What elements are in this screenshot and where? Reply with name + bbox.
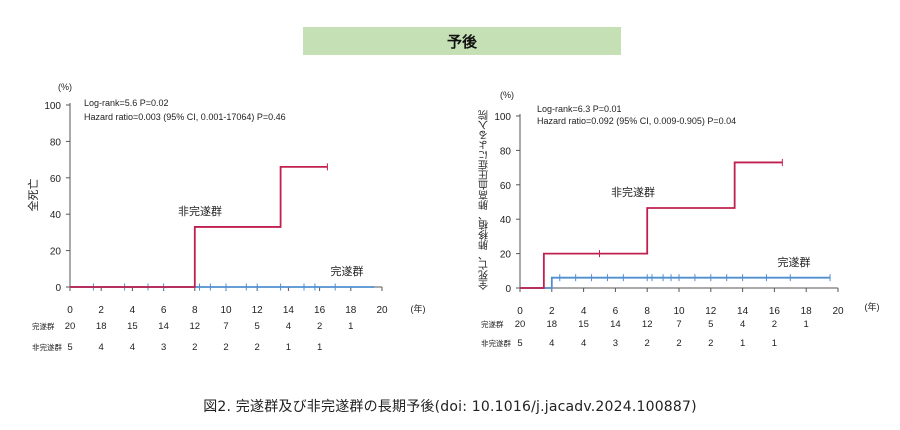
x-unit-label: (年) <box>411 303 426 314</box>
risk-value: 1 <box>317 342 322 353</box>
risk-value: 2 <box>192 342 197 353</box>
y-tick-label: 60 <box>500 181 512 192</box>
risk-value: 3 <box>613 338 618 349</box>
risk-value: 4 <box>286 321 291 332</box>
risk-value: 4 <box>740 319 745 330</box>
series-label: 非完遂群 <box>178 204 222 218</box>
stat-annotation: Hazard ratio=0.003 (95% CI, 0.001-17064)… <box>84 112 286 122</box>
risk-value: 1 <box>286 342 291 353</box>
x-tick-label: 10 <box>673 306 685 317</box>
x-tick-label: 20 <box>376 305 388 316</box>
stat-annotation: Log-rank=6.3 P=0.01 <box>537 104 622 114</box>
risk-value: 14 <box>158 321 169 332</box>
x-tick-label: 6 <box>161 305 167 316</box>
series-line <box>70 165 328 288</box>
risk-value: 7 <box>676 319 681 330</box>
risk-value: 1 <box>772 338 777 349</box>
x-tick-label: 10 <box>220 305 232 316</box>
risk-value: 12 <box>190 321 201 332</box>
x-tick-label: 4 <box>130 305 136 316</box>
banner-title: 予後 <box>446 32 477 51</box>
series-label: 完遂群 <box>331 264 364 278</box>
risk-value: 2 <box>772 319 777 330</box>
y-tick-label: 40 <box>50 210 62 221</box>
risk-row-label: 完遂群 <box>32 321 55 331</box>
y-tick-label: 100 <box>44 101 61 112</box>
risk-value: 4 <box>549 338 554 349</box>
x-tick-label: 14 <box>737 306 749 317</box>
x-tick-label: 12 <box>252 305 264 316</box>
y-tick-label: 40 <box>500 215 512 226</box>
risk-row-label: 非完遂群 <box>481 338 511 348</box>
risk-value: 5 <box>67 342 72 353</box>
risk-value: 2 <box>645 338 650 349</box>
risk-value: 15 <box>578 319 589 330</box>
stat-annotation: Log-rank=5.6 P=0.02 <box>84 98 169 108</box>
x-tick-label: 0 <box>67 305 73 316</box>
y-tick-label: 80 <box>50 137 62 148</box>
section-banner: 予後 <box>303 27 621 55</box>
x-tick-label: 0 <box>517 306 523 317</box>
y-tick-label: 20 <box>500 250 512 261</box>
x-tick-label: 6 <box>613 306 619 317</box>
series-label: 非完遂群 <box>611 185 655 199</box>
x-tick-label: 8 <box>192 305 198 316</box>
risk-value: 2 <box>708 338 713 349</box>
y-tick-label: 80 <box>500 146 512 157</box>
x-tick-label: 8 <box>644 306 650 317</box>
risk-row-label: 非完遂群 <box>32 342 62 352</box>
y-unit-label: (%) <box>500 90 514 100</box>
risk-value: 3 <box>161 342 166 353</box>
risk-value: 15 <box>127 321 138 332</box>
x-tick-label: 20 <box>832 306 844 317</box>
risk-value: 18 <box>96 321 107 332</box>
risk-value: 20 <box>65 321 76 332</box>
risk-value: 2 <box>317 321 322 332</box>
x-unit-label: (年) <box>865 301 880 312</box>
risk-value: 12 <box>642 319 653 330</box>
x-tick-label: 18 <box>801 306 813 317</box>
risk-value: 4 <box>581 338 586 349</box>
stat-annotation: Hazard ratio=0.092 (95% CI, 0.009-0.905)… <box>537 116 736 126</box>
y-unit-label: (%) <box>58 82 72 92</box>
risk-value: 5 <box>255 321 260 332</box>
y-axis-title: 全死亡 <box>26 179 40 212</box>
risk-value: 1 <box>348 321 353 332</box>
series-line <box>520 161 783 289</box>
risk-value: 5 <box>708 319 713 330</box>
risk-value: 7 <box>223 321 228 332</box>
x-tick-label: 2 <box>549 306 555 317</box>
risk-value: 2 <box>676 338 681 349</box>
figure-caption: 図2. 完遂群及び非完遂群の長期予後(doi: 10.1016/j.jacadv… <box>203 399 697 415</box>
series-line <box>520 276 831 289</box>
y-axis-title: 全死亡、肺移植、肺高血圧症による入院 <box>479 109 491 291</box>
risk-value: 4 <box>130 342 135 353</box>
y-tick-label: 0 <box>505 284 511 295</box>
x-tick-label: 16 <box>769 306 781 317</box>
risk-value: 14 <box>610 319 621 330</box>
risk-value: 4 <box>99 342 104 353</box>
risk-value: 18 <box>547 319 558 330</box>
x-tick-label: 12 <box>705 306 717 317</box>
y-tick-label: 0 <box>55 283 61 294</box>
x-tick-label: 2 <box>98 305 104 316</box>
x-tick-label: 14 <box>283 305 295 316</box>
x-tick-label: 16 <box>314 305 326 316</box>
risk-value: 2 <box>255 342 260 353</box>
risk-value: 2 <box>223 342 228 353</box>
risk-value: 1 <box>740 338 745 349</box>
series-label: 完遂群 <box>778 255 811 269</box>
risk-row-label: 完遂群 <box>481 319 504 329</box>
x-tick-label: 4 <box>581 306 587 317</box>
risk-value: 20 <box>515 319 526 330</box>
x-tick-label: 18 <box>345 305 357 316</box>
y-tick-label: 60 <box>50 174 62 185</box>
y-tick-label: 100 <box>494 112 511 123</box>
y-tick-label: 20 <box>50 247 62 258</box>
risk-value: 1 <box>804 319 809 330</box>
risk-value: 5 <box>517 338 522 349</box>
